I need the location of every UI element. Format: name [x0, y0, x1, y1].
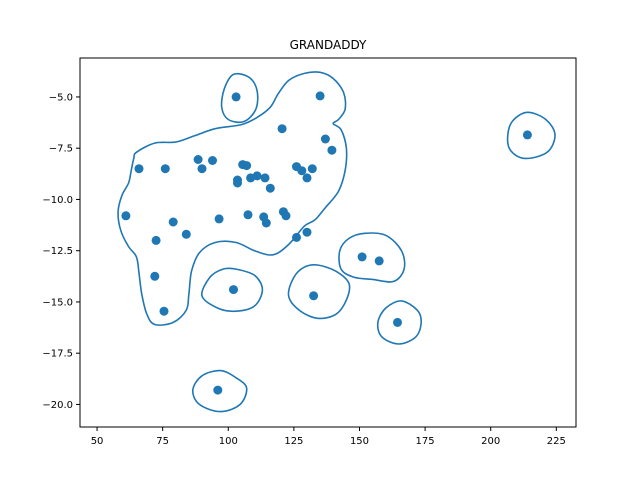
data-points: [121, 91, 532, 395]
contour-main-region: [117, 71, 348, 326]
y-tick-label: −12.5: [42, 246, 73, 257]
chart-title: GRANDADDY: [290, 38, 367, 52]
contour-mid-right-blob: [338, 232, 406, 283]
x-tick-label: 125: [284, 436, 303, 447]
scatter-point: [233, 178, 242, 188]
scatter-point: [393, 317, 402, 327]
x-tick-label: 50: [91, 436, 104, 447]
scatter-point: [181, 229, 191, 239]
scatter-point: [302, 173, 312, 183]
scatter-point: [307, 164, 317, 174]
y-tick-label: −15.0: [42, 297, 73, 308]
y-tick-label: −10.0: [42, 195, 73, 206]
scatter-point: [297, 166, 307, 176]
x-axis-ticks: 50 75 100 125 150 175 200 225: [91, 427, 566, 447]
scatter-point: [327, 145, 337, 155]
x-tick-label: 225: [547, 436, 566, 447]
scatter-point: [168, 217, 178, 227]
scatter-point: [260, 173, 270, 183]
y-tick-label: −17.5: [42, 349, 73, 360]
x-tick-label: 200: [481, 436, 500, 447]
scatter-point: [229, 285, 238, 295]
scatter-point: [208, 156, 217, 165]
scatter-point: [213, 385, 223, 395]
scatter-point: [292, 232, 301, 242]
scatter-point: [252, 171, 262, 181]
scatter-point: [243, 210, 253, 220]
density-contours: [117, 71, 556, 413]
scatter-point: [309, 291, 319, 301]
scatter-point: [315, 91, 325, 101]
contour-top-left-blob: [220, 72, 259, 124]
scatter-point: [150, 271, 160, 281]
scatter-point: [281, 211, 291, 221]
scatter-point: [197, 164, 207, 174]
scatter-point: [214, 214, 224, 224]
scatter-point: [231, 92, 241, 102]
scatter-point: [121, 211, 131, 221]
contour-lower-right-center-blob: [287, 263, 351, 320]
scatter-point: [522, 130, 532, 140]
y-axis-ticks: −5.0 −7.5 −10.0 −12.5 −15.0 −17.5 −20.0: [42, 92, 80, 411]
scatter-point: [320, 134, 330, 144]
scatter-point: [261, 218, 271, 228]
contour-bottom-blob: [191, 369, 248, 413]
scatter-point: [159, 306, 169, 316]
y-tick-label: −5.0: [49, 92, 73, 103]
x-tick-label: 150: [350, 436, 369, 447]
y-tick-label: −20.0: [42, 400, 73, 411]
scatter-point: [302, 227, 312, 237]
contour-right-blob: [506, 111, 556, 160]
scatter-point: [193, 155, 203, 164]
scatter-point: [265, 183, 275, 193]
scatter-point: [151, 235, 161, 245]
contour-lower-center-blob: [201, 267, 264, 313]
scatter-point: [374, 256, 384, 266]
scatter-point: [357, 252, 367, 262]
plot-frame: [79, 57, 577, 428]
x-tick-label: 100: [219, 436, 238, 447]
contour-far-right-lower-blob: [376, 300, 423, 345]
x-tick-label: 75: [156, 436, 169, 447]
y-tick-label: −7.5: [49, 144, 73, 155]
scatter-point: [160, 164, 170, 174]
scatter-point: [277, 124, 287, 134]
scatter-point: [134, 164, 144, 174]
x-tick-label: 175: [416, 436, 435, 447]
scatter-point: [242, 161, 252, 171]
